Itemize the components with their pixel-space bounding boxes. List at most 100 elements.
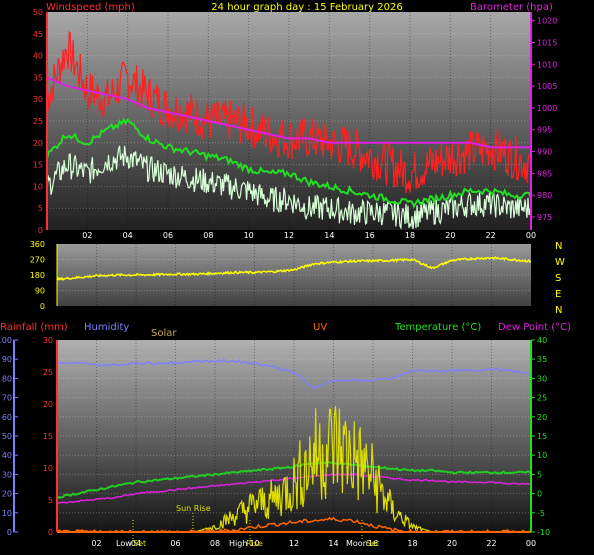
hour-label-bottom: 10 xyxy=(249,539,259,548)
rain-tick-label: 10 xyxy=(43,464,53,473)
hour-label-top: 02 xyxy=(82,231,92,240)
hour-label-top: 16 xyxy=(365,231,375,240)
gust-series xyxy=(46,30,532,193)
dewpoint-axis-label: Dew Point (°C) xyxy=(498,322,571,333)
rain-tick-label: 15 xyxy=(43,432,53,441)
temperature-tick-label: -5 xyxy=(537,509,545,518)
high-label: High xyxy=(229,539,247,548)
rain-tick-label: 25 xyxy=(43,368,53,377)
rise-label: Rise xyxy=(246,539,263,548)
baro-tick-label: 985 xyxy=(537,169,552,178)
compass-s: S xyxy=(555,273,561,284)
wind-tick-label: 45 xyxy=(33,30,43,39)
hour-label-top: 14 xyxy=(324,231,334,240)
humidity-tick-label: 60 xyxy=(2,413,12,422)
uv-axis-label: UV xyxy=(313,322,327,333)
wind-tick-label: 40 xyxy=(33,52,43,61)
humidity-tick-label: 0 xyxy=(7,528,12,537)
hour-label-bottom: 20 xyxy=(447,539,457,548)
hour-label-top: 18 xyxy=(405,231,415,240)
wind-tick-label: 5 xyxy=(38,204,43,213)
hour-label-bottom: 06 xyxy=(170,539,180,548)
hour-label-top: 06 xyxy=(163,231,173,240)
barometer-series xyxy=(46,76,531,149)
direction-tick-label: 270 xyxy=(30,256,45,265)
hour-label-bottom: 02 xyxy=(91,539,101,548)
hour-label-bottom: 16 xyxy=(368,539,378,548)
humidity-axis-label: Humidity xyxy=(84,322,129,333)
hour-label-bottom: 08 xyxy=(210,539,220,548)
temperature-tick-label: 35 xyxy=(537,355,547,364)
wind-tick-label: 30 xyxy=(33,95,43,104)
temperature-tick-label: 30 xyxy=(537,374,547,383)
humidity-tick-label: 30 xyxy=(2,470,12,479)
wind-plot xyxy=(46,30,532,231)
hour-label-top: 20 xyxy=(445,231,455,240)
temperature-tick-label: 20 xyxy=(537,413,547,422)
temperature-tick-label: 10 xyxy=(537,451,547,460)
direction-tick-label: 90 xyxy=(35,287,45,296)
low-label: Low xyxy=(116,539,132,548)
humidity-tick-label: 70 xyxy=(2,394,12,403)
compass-e: E xyxy=(555,289,561,300)
wind-tick-label: 15 xyxy=(33,161,43,170)
temperature-tick-label: -10 xyxy=(537,528,550,537)
hour-label-bottom: 14 xyxy=(328,539,338,548)
humidity-tick-label: 100 xyxy=(0,336,12,345)
hour-label-top: 04 xyxy=(123,231,133,240)
set-label: Set xyxy=(133,539,146,548)
chart-title: 24 hour graph day : 15 February 2026 xyxy=(211,2,402,13)
direction-plot xyxy=(56,256,532,281)
humidity-tick-label: 40 xyxy=(2,451,12,460)
baro-tick-label: 995 xyxy=(537,126,552,135)
hour-label-bottom: 12 xyxy=(289,539,299,548)
temperature-tick-label: 5 xyxy=(537,470,542,479)
temperature-tick-label: 0 xyxy=(537,490,542,499)
rain-axis-label: Rainfall (mm) xyxy=(0,322,68,333)
direction-tick-label: 0 xyxy=(40,302,45,311)
baro-tick-label: 1000 xyxy=(537,104,557,113)
baro-tick-label: 1010 xyxy=(537,60,557,69)
hour-label-top: 08 xyxy=(203,231,213,240)
wind-axis-label: Windspeed (mph) xyxy=(46,2,135,13)
temperature-tick-label: 40 xyxy=(537,336,547,345)
humidity-tick-label: 80 xyxy=(2,374,12,383)
hour-label-bottom: 00 xyxy=(526,539,536,548)
baro-tick-label: 1015 xyxy=(537,39,557,48)
hour-label-top: 00 xyxy=(526,231,536,240)
wind-tick-label: 50 xyxy=(33,8,43,17)
temperature-plot xyxy=(56,358,532,534)
humidity-tick-label: 20 xyxy=(2,490,12,499)
compass-w: W xyxy=(555,257,565,268)
direction-series xyxy=(56,256,532,281)
rain-tick-label: 20 xyxy=(43,400,53,409)
rain-tick-label: 5 xyxy=(48,496,53,505)
hour-label-bottom: 04 xyxy=(131,539,141,548)
baro-tick-label: 1020 xyxy=(537,17,557,26)
hour-label-top: 12 xyxy=(284,231,294,240)
rain-tick-label: 30 xyxy=(43,336,53,345)
wind-tick-label: 20 xyxy=(33,139,43,148)
temperature-tick-label: 15 xyxy=(537,432,547,441)
moon-label: Moon xyxy=(346,539,368,548)
humidity-tick-label: 50 xyxy=(2,432,12,441)
wind-tick-label: 35 xyxy=(33,73,43,82)
speed-series xyxy=(46,145,532,231)
hour-label-bottom: 22 xyxy=(486,539,496,548)
solar-axis-label: Solar xyxy=(151,328,177,339)
compass-n1: N xyxy=(555,241,562,252)
moon-set-label: Set xyxy=(366,539,379,548)
rain-tick-label: 0 xyxy=(48,528,53,537)
wind-grid xyxy=(47,12,531,230)
baro-tick-label: 1005 xyxy=(537,82,557,91)
humidity-tick-label: 10 xyxy=(2,509,12,518)
hour-label-bottom: 18 xyxy=(407,539,417,548)
wind-tick-label: 25 xyxy=(33,117,43,126)
temperature-tick-label: 25 xyxy=(537,394,547,403)
temperature-axis-label: Temperature (°C) xyxy=(394,322,481,333)
direction-tick-label: 360 xyxy=(30,240,45,249)
baro-tick-label: 975 xyxy=(537,213,552,222)
hour-label-top: 10 xyxy=(244,231,254,240)
baro-tick-label: 990 xyxy=(537,148,552,157)
